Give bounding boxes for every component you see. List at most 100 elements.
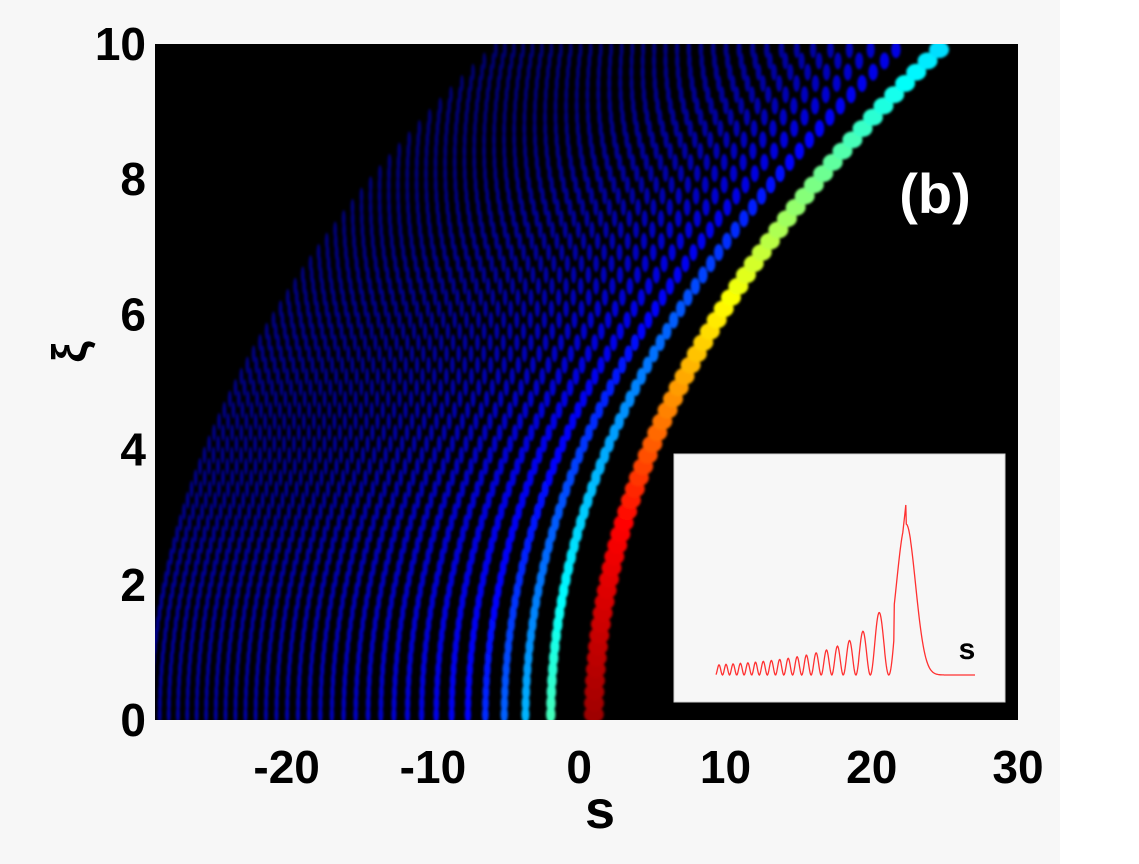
heatmap-fringe bbox=[360, 289, 365, 306]
heatmap-fringe bbox=[318, 503, 323, 521]
heatmap-fringe bbox=[353, 412, 358, 430]
heatmap-fringe bbox=[750, 165, 759, 183]
heatmap-fringe bbox=[253, 458, 258, 475]
panel-label: (b) bbox=[899, 162, 971, 225]
heatmap-fringe bbox=[687, 153, 694, 171]
heatmap-fringe bbox=[324, 300, 329, 318]
heatmap-fringe bbox=[391, 401, 397, 419]
heatmap-fringe bbox=[505, 232, 511, 250]
heatmap-fringe bbox=[301, 412, 306, 430]
heatmap-fringe bbox=[559, 435, 567, 453]
heatmap-fringe bbox=[236, 581, 241, 599]
heatmap-fringe bbox=[199, 536, 204, 554]
heatmap-fringe bbox=[342, 334, 347, 352]
y-axis-label: ξ bbox=[44, 341, 97, 363]
heatmap-fringe bbox=[698, 266, 708, 284]
heatmap-fringe bbox=[505, 480, 513, 498]
heatmap-fringe bbox=[258, 469, 263, 487]
heatmap-fringe bbox=[585, 176, 591, 194]
heatmap-fringe bbox=[618, 356, 627, 374]
heatmap-fringe bbox=[693, 210, 702, 228]
heatmap-fringe bbox=[276, 334, 281, 352]
heatmap-fringe bbox=[779, 131, 789, 149]
heatmap-fringe bbox=[286, 424, 291, 442]
heatmap-fringe bbox=[159, 593, 164, 611]
heatmap-fringe bbox=[489, 379, 495, 397]
heatmap-fringe bbox=[538, 401, 545, 419]
heatmap-fringe bbox=[166, 559, 171, 577]
heatmap-fringe bbox=[568, 44, 573, 59]
heatmap-fringe bbox=[556, 311, 562, 329]
figure: -20 -10 0 10 20 30 0 2 4 6 8 10 s ξ (b) s bbox=[44, 18, 1044, 840]
heatmap-fringe bbox=[630, 300, 638, 318]
heatmap-fringe bbox=[354, 435, 359, 453]
heatmap-fringe bbox=[313, 334, 318, 352]
heatmap-fringe bbox=[380, 379, 385, 397]
heatmap-fringe bbox=[549, 379, 556, 397]
heatmap-fringe bbox=[224, 593, 229, 611]
heatmap-fringe bbox=[307, 401, 312, 419]
heatmap-fringe bbox=[594, 165, 600, 183]
heatmap-fringe bbox=[589, 187, 595, 205]
heatmap-fringe bbox=[419, 480, 425, 498]
heatmap-fringe bbox=[510, 277, 516, 295]
heatmap-fringe bbox=[325, 514, 330, 532]
heatmap-fringe bbox=[245, 356, 250, 374]
heatmap-fringe bbox=[322, 570, 327, 588]
heatmap-fringe bbox=[452, 243, 458, 261]
heatmap-fringe bbox=[333, 525, 338, 543]
heatmap-fringe bbox=[311, 570, 316, 588]
heatmap-fringe bbox=[562, 221, 568, 239]
heatmap-fringe bbox=[338, 548, 344, 566]
heatmap-fringe bbox=[292, 458, 297, 475]
heatmap-fringe bbox=[558, 210, 564, 228]
heatmap-fringe bbox=[250, 525, 255, 543]
heatmap-fringe bbox=[178, 548, 183, 566]
heatmap-fringe bbox=[281, 559, 286, 577]
heatmap-fringe bbox=[343, 491, 349, 509]
heatmap-fringe bbox=[319, 536, 324, 554]
heatmap-fringe bbox=[240, 525, 245, 543]
heatmap-fringe bbox=[294, 548, 299, 566]
heatmap-fringe bbox=[251, 559, 256, 577]
heatmap-fringe bbox=[308, 536, 313, 554]
heatmap-fringe bbox=[386, 390, 391, 408]
heatmap-fringe bbox=[377, 277, 382, 295]
heatmap-fringe bbox=[350, 198, 355, 216]
heatmap-fringe bbox=[347, 559, 352, 577]
heatmap-fringe bbox=[397, 311, 402, 329]
heatmap-fringe bbox=[205, 548, 210, 566]
heatmap-fringe bbox=[657, 210, 665, 228]
heatmap-fringe bbox=[618, 289, 626, 306]
heatmap-fringe bbox=[501, 356, 507, 374]
heatmap-fringe bbox=[255, 390, 260, 408]
heatmap-fringe bbox=[630, 153, 636, 171]
heatmap-fringe bbox=[390, 289, 395, 306]
heatmap-fringe bbox=[651, 300, 660, 318]
heatmap-fringe bbox=[428, 424, 434, 442]
heatmap-fringe bbox=[294, 334, 299, 352]
heatmap-fringe bbox=[407, 446, 412, 464]
heatmap-layer bbox=[155, 44, 950, 720]
heatmap-fringe bbox=[238, 570, 243, 588]
heatmap-fringe bbox=[521, 300, 527, 318]
heatmap-fringe bbox=[308, 255, 313, 273]
heatmap-fringe bbox=[572, 243, 579, 261]
heatmap-fringe bbox=[668, 176, 675, 194]
heatmap-fringe bbox=[517, 266, 523, 284]
heatmap-fringe bbox=[189, 480, 194, 498]
heatmap-fringe bbox=[520, 322, 527, 340]
heatmap-fringe bbox=[564, 187, 569, 205]
heatmap-fringe bbox=[564, 322, 571, 340]
heatmap-fringe bbox=[578, 356, 586, 374]
heatmap-fringe bbox=[324, 232, 329, 250]
heatmap-fringe bbox=[416, 424, 422, 442]
heatmap-fringe bbox=[677, 131, 683, 149]
heatmap-fringe bbox=[555, 289, 562, 306]
heatmap-fringe bbox=[215, 514, 220, 532]
heatmap-fringe bbox=[723, 44, 729, 59]
heatmap-fringe bbox=[355, 491, 360, 509]
heatmap-fringe bbox=[379, 322, 385, 340]
inset-profile-line bbox=[715, 504, 975, 676]
heatmap-fringe bbox=[766, 176, 776, 194]
